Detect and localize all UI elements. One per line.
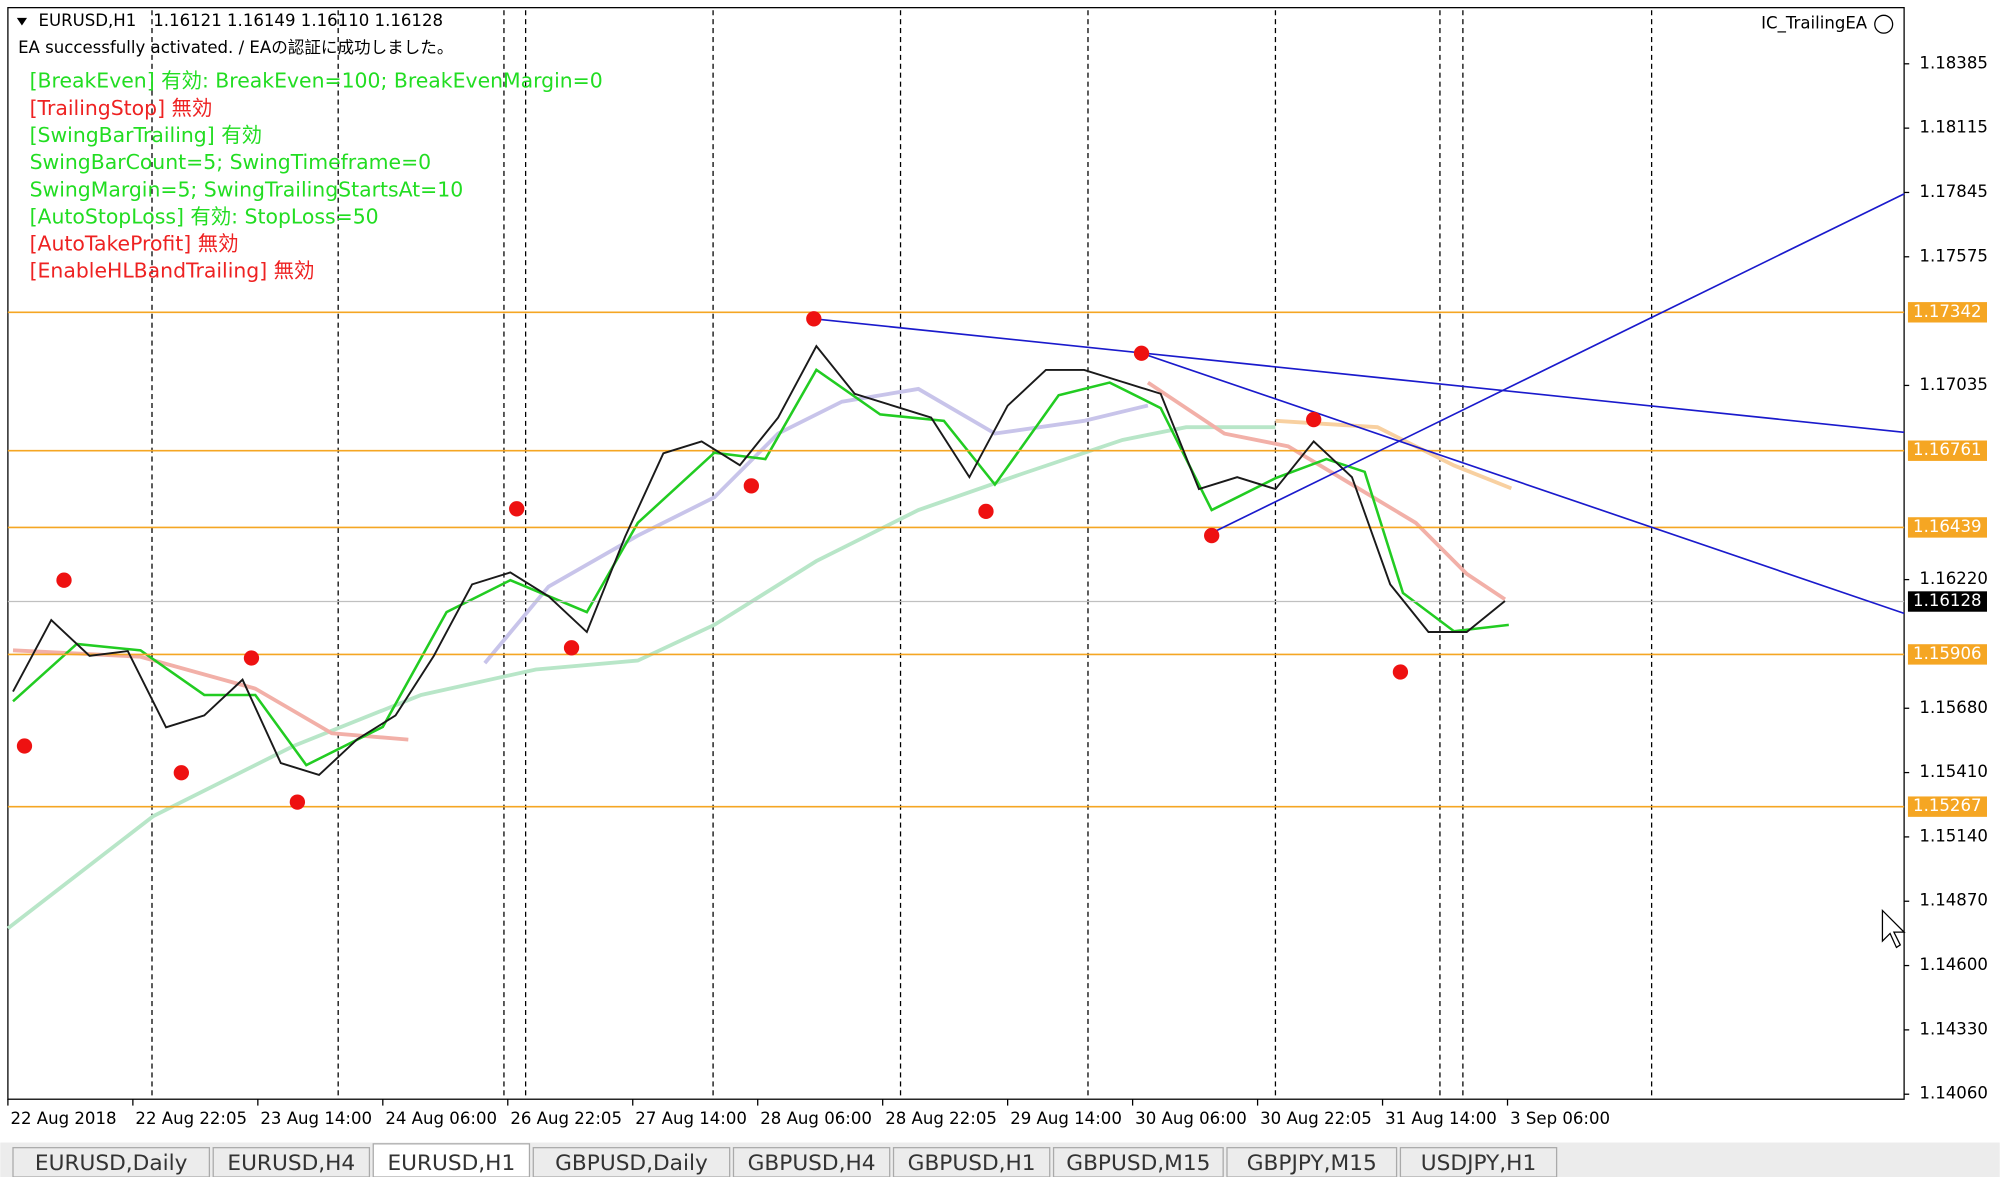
x-tick-label: 24 Aug 06:00 [385,1109,497,1128]
swing-point [289,794,306,810]
x-tick-label: 22 Aug 2018 [10,1109,116,1128]
trend-line [1141,352,1905,615]
y-tick-label: 1.14060 [1919,1084,1988,1103]
current-price-label: 1.16128 [1913,591,1982,610]
ea-setting: [TrailingStop] 無効 [30,96,213,120]
level-label: 1.15267 [1913,796,1982,815]
trend-line [1211,193,1905,534]
x-tick-label: 3 Sep 06:00 [1510,1109,1610,1128]
swing-point [1392,664,1409,680]
ea-setting: [BreakEven] 有効: BreakEven=100; BreakEven… [30,69,603,93]
x-tick-label: 28 Aug 06:00 [760,1109,872,1128]
y-tick-label: 1.15680 [1919,698,1988,717]
plot-frame [7,7,1905,1100]
tab[interactable] [372,1143,531,1177]
swing-point [243,650,260,666]
ea-setting: [SwingBarTrailing] 有効 [30,123,262,147]
tab-label[interactable]: EURUSD,Daily [35,1151,188,1176]
moving-average [483,386,1149,665]
tab[interactable] [1399,1147,1558,1177]
y-tick-label: 1.17845 [1919,182,1988,201]
y-tick-label: 1.15140 [1919,826,1988,845]
x-tick-label: 23 Aug 14:00 [260,1109,372,1128]
ea-setting: [AutoStopLoss] 有効: StopLoss=50 [30,204,379,228]
symbol: EURUSD,H1 [39,11,137,30]
x-tick-label: 31 Aug 14:00 [1385,1109,1497,1128]
y-tick-label: 1.16220 [1919,569,1988,588]
tab[interactable] [892,1147,1051,1177]
level-tag [1907,517,1987,538]
tab-label[interactable]: GBPJPY,M15 [1247,1151,1377,1176]
tab-label[interactable]: EURUSD,H1 [387,1151,515,1176]
current-price-tag [1907,591,1987,612]
tab[interactable] [532,1147,731,1177]
y-tick-label: 1.14330 [1919,1019,1988,1038]
ea-setting: [AutoTakeProfit] 無効 [30,232,239,256]
tab-label[interactable]: GBPUSD,Daily [555,1151,708,1176]
swing-point [743,478,759,494]
y-tick-label: 1.17035 [1919,375,1988,394]
y-tick-label: 1.18385 [1919,53,1988,72]
y-tick-label: 1.18115 [1919,118,1988,137]
swing-point [1306,411,1322,428]
swing-point [1133,345,1150,361]
y-tick-label: 1.14600 [1919,955,1988,974]
swing-point [978,503,994,520]
y-tick-label: 1.14870 [1919,891,1988,910]
tab-label[interactable]: USDJPY,H1 [1421,1151,1536,1176]
x-tick-label: 29 Aug 14:00 [1010,1109,1122,1128]
tab[interactable] [12,1147,211,1177]
tab-label[interactable]: GBPUSD,M15 [1066,1151,1210,1176]
swing-point [1204,527,1220,544]
ea-setting: SwingMargin=5; SwingTrailingStartsAt=10 [30,177,464,201]
level-label: 1.17342 [1913,302,1982,321]
tab[interactable] [732,1147,891,1177]
moving-average [1146,380,1507,601]
collapse-arrow[interactable] [16,17,28,26]
tab-label[interactable]: GBPUSD,H4 [748,1151,876,1176]
swing-point [563,640,580,656]
tab-label[interactable]: EURUSD,H4 [227,1151,355,1176]
level-label: 1.16439 [1913,517,1982,536]
price-line [12,344,1506,777]
swing-point [56,572,72,588]
level-tag [1907,644,1987,665]
y-tick-label: 1.17575 [1919,246,1988,265]
level-tag [1907,796,1987,817]
swing-point [806,311,822,327]
x-tick-label: 22 Aug 22:05 [135,1109,247,1128]
x-tick-label: 30 Aug 06:00 [1135,1109,1247,1128]
x-tick-label: 28 Aug 22:05 [885,1109,997,1128]
tab[interactable] [1052,1147,1224,1177]
y-tick-label: 1.15410 [1919,762,1988,781]
trend-line [813,317,1905,434]
swing-point [173,765,189,781]
x-tick-label: 27 Aug 14:00 [635,1109,747,1128]
x-tick-label: 30 Aug 22:05 [1260,1109,1372,1128]
moving-average [12,367,1509,767]
swing-point [16,738,33,754]
ea-name: IC_TrailingEA [1761,14,1868,34]
ohlc: 1.16121 1.16149 1.16110 1.16128 [153,11,443,30]
level-tag [1907,440,1987,461]
tab[interactable] [212,1147,371,1177]
ea-setting: SwingBarCount=5; SwingTimeframe=0 [30,150,432,174]
level-label: 1.16761 [1913,440,1982,459]
level-tag [1907,302,1987,323]
ea-setting: [EnableHLBandTrailing] 無効 [30,259,315,283]
cursor [1881,908,1906,949]
level-label: 1.15906 [1913,644,1982,663]
status: EA successfully activated. / EAの認証に成功しまし… [18,38,453,57]
tab-label[interactable]: GBPUSD,H1 [908,1151,1036,1176]
swing-point [509,501,525,517]
x-tick-label: 26 Aug 22:05 [510,1109,622,1128]
tab[interactable] [1226,1147,1398,1177]
ea-icon[interactable] [1874,14,1894,34]
